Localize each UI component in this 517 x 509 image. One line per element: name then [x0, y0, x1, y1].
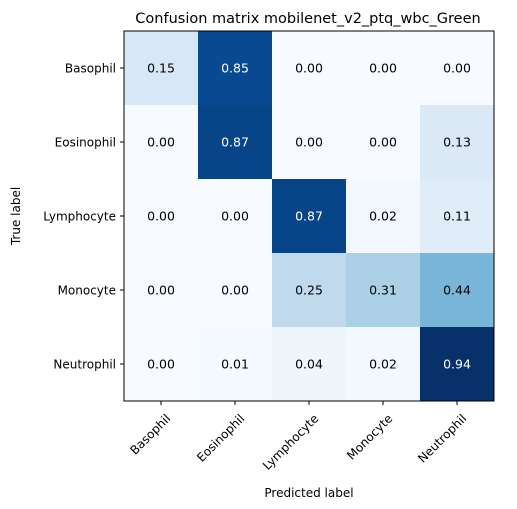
- heatmap-cell: [272, 179, 347, 254]
- cell-value-label: 0.00: [147, 209, 175, 224]
- cell-value-label: 0.00: [147, 357, 175, 372]
- y-tick-label: Monocyte: [58, 284, 116, 298]
- cell-value-label: 0.94: [443, 357, 471, 372]
- heatmap-cell: [124, 31, 199, 106]
- x-tick-label: Neutrophil: [415, 411, 469, 465]
- x-tick-label: Basophil: [127, 411, 173, 457]
- heatmap-cell: [346, 31, 421, 106]
- x-axis-ticks: Basophil Eosinophil Lymphocyte Monocyte Neut…: [127, 401, 469, 473]
- heatmap-cell: [346, 105, 421, 180]
- heatmap-cell: [420, 105, 495, 180]
- heatmap-cell: [198, 179, 273, 254]
- heatmap-cell: [346, 179, 421, 254]
- cell-value-label: 0.31: [369, 283, 397, 298]
- heatmap-cell: [346, 253, 421, 328]
- heatmap-cell: [124, 327, 199, 402]
- cell-value-label: 0.00: [295, 61, 323, 76]
- heatmap-cell: [124, 105, 199, 180]
- heatmap-cell: [272, 253, 347, 328]
- cell-value-label: 0.04: [295, 357, 323, 372]
- x-tick-label: Eosinophil: [194, 411, 247, 464]
- cell-value-label: 0.00: [443, 61, 471, 76]
- y-tick-label: Neutrophil: [53, 358, 116, 372]
- cell-value-label: 0.02: [369, 357, 397, 372]
- heatmap-cell: [198, 327, 273, 402]
- y-tick-label: Eosinophil: [55, 136, 116, 150]
- cell-value-label: 0.13: [443, 135, 471, 150]
- y-tick-label: Basophil: [65, 62, 116, 76]
- cell-value-label: 0.11: [443, 209, 471, 224]
- x-tick-label: Lymphocyte: [260, 411, 321, 472]
- cell-value-label: 0.00: [147, 135, 175, 150]
- y-tick-label: Lymphocyte: [43, 210, 116, 224]
- cell-value-label: 0.44: [443, 283, 471, 298]
- cell-value-label: 0.02: [369, 209, 397, 224]
- heatmap-cell: [272, 327, 347, 402]
- heatmap-cell: [198, 31, 273, 106]
- heatmap-cell: [272, 105, 347, 180]
- cell-value-label: 0.00: [369, 61, 397, 76]
- heatmap-cell: [346, 327, 421, 402]
- heatmap-cells: [124, 31, 495, 402]
- cell-value-label: 0.15: [147, 61, 175, 76]
- y-axis-label: True label: [9, 187, 23, 246]
- heatmap-cell: [420, 327, 495, 402]
- heatmap-cell: [198, 253, 273, 328]
- cell-value-labels: 0.15 0.85 0.00 0.00 0.00 0.00 0.87 0.00 0.00 0.13…: [147, 61, 471, 372]
- heatmap-cell: [124, 179, 199, 254]
- cell-value-label: 0.87: [221, 135, 249, 150]
- cell-value-label: 0.00: [147, 283, 175, 298]
- heatmap-cell: [124, 253, 199, 328]
- heatmap-cell: [420, 179, 495, 254]
- cell-value-label: 0.00: [295, 135, 323, 150]
- heatmap-cell: [272, 31, 347, 106]
- heatmap-cell: [420, 253, 495, 328]
- x-axis-label: Predicted label: [264, 486, 353, 500]
- cell-value-label: 0.01: [221, 357, 249, 372]
- heatmap-cell: [420, 31, 495, 106]
- cell-value-label: 0.87: [295, 209, 323, 224]
- cell-value-label: 0.25: [295, 283, 323, 298]
- cell-value-label: 0.00: [221, 209, 249, 224]
- heatmap-cell: [198, 105, 273, 180]
- x-tick-label: Monocyte: [344, 411, 395, 462]
- cell-value-label: 0.00: [369, 135, 397, 150]
- chart-title: Confusion matrix mobilenet_v2_ptq_wbc_Gr…: [135, 11, 480, 27]
- cell-value-label: 0.85: [221, 61, 249, 76]
- y-axis-ticks: Basophil Eosinophil Lymphocyte Monocyte Neut…: [43, 62, 124, 372]
- cell-value-label: 0.00: [221, 283, 249, 298]
